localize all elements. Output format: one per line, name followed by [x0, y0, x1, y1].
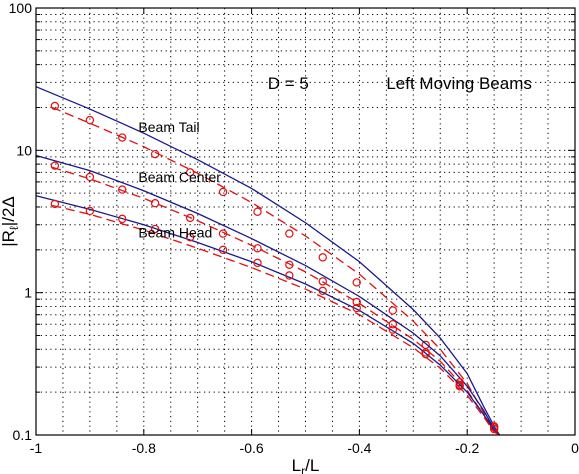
y-tick-label: 1: [24, 285, 32, 301]
data-point-center: [253, 244, 262, 253]
axis-ticks: [35, 7, 576, 436]
data-point-head: [185, 233, 195, 242]
data-point-tail: [253, 207, 262, 216]
data-point-center: [150, 199, 160, 208]
y-tick-label: 10: [16, 142, 32, 158]
y-tick-label: 0.1: [13, 427, 33, 443]
tick-labels: -1 -0.8 -0.6 -0.4 -0.2 0 0.1 1 10 100: [9, 0, 579, 456]
series-head-dashed-line: [52, 204, 500, 436]
series-layer: [35, 86, 501, 436]
grid: [36, 8, 575, 435]
annotation-beam-head: Beam Head: [138, 224, 212, 240]
data-point-head: [150, 224, 160, 234]
data-point-head: [318, 286, 327, 296]
x-tick-label: -0.2: [455, 440, 479, 456]
annotation-beam-tail: Beam Tail: [138, 119, 199, 135]
series-tail-solid-line: [35, 86, 501, 436]
x-tick-label: 0: [571, 440, 579, 456]
data-point-center: [352, 297, 361, 307]
data-point-center: [388, 320, 398, 329]
data-point-center: [85, 172, 95, 182]
data-point-center: [185, 213, 195, 223]
x-axis-title: Lr/L: [292, 456, 320, 474]
series-head-markers: [50, 199, 499, 434]
data-point-tail: [150, 149, 160, 159]
data-point-tail: [85, 115, 95, 125]
data-point-tail: [118, 133, 127, 142]
data-point-head: [489, 424, 499, 434]
data-point-head: [421, 349, 430, 359]
data-point-head: [218, 245, 228, 255]
data-point-tail: [388, 306, 398, 315]
plot-frame: [35, 7, 576, 436]
x-tick-label: -0.6: [240, 440, 264, 456]
data-point-tail: [218, 187, 228, 197]
data-point-tail: [285, 229, 294, 238]
series-center-markers: [50, 161, 499, 432]
data-point-head: [50, 199, 60, 209]
data-point-head: [388, 325, 398, 334]
data-point-head: [455, 382, 464, 391]
y-axis-title: |Rℓ|/2Δ: [0, 196, 21, 247]
x-tick-label: -0.8: [132, 440, 156, 456]
data-point-center: [318, 277, 327, 286]
data-point-tail: [318, 253, 327, 262]
data-point-head: [253, 258, 262, 268]
data-point-center: [455, 377, 464, 387]
data-point-head: [352, 303, 361, 313]
data-point-center: [285, 260, 294, 269]
series-tail-dashed-line: [51, 106, 501, 436]
annotation-d-5: D = 5: [268, 74, 309, 93]
annotation-left-moving-beams: Left Moving Beams: [386, 74, 532, 93]
data-point-head: [85, 206, 95, 216]
data-point-center: [118, 185, 127, 194]
data-point-center: [50, 161, 60, 170]
data-point-tail: [352, 278, 361, 287]
data-point-tail: [185, 168, 195, 177]
x-tick-label: -0.4: [347, 440, 371, 456]
data-point-head: [285, 271, 294, 280]
data-point-center: [218, 229, 228, 238]
y-tick-label: 100: [9, 0, 33, 16]
annotations: D = 5 Left Moving Beams Beam Tail Beam Cent…: [138, 74, 531, 240]
x-tick-label: -1: [30, 440, 43, 456]
data-point-head: [118, 214, 127, 224]
annotation-beam-center: Beam Center: [138, 169, 221, 185]
series-center-solid-line: [35, 154, 501, 436]
data-point-tail: [50, 101, 60, 111]
